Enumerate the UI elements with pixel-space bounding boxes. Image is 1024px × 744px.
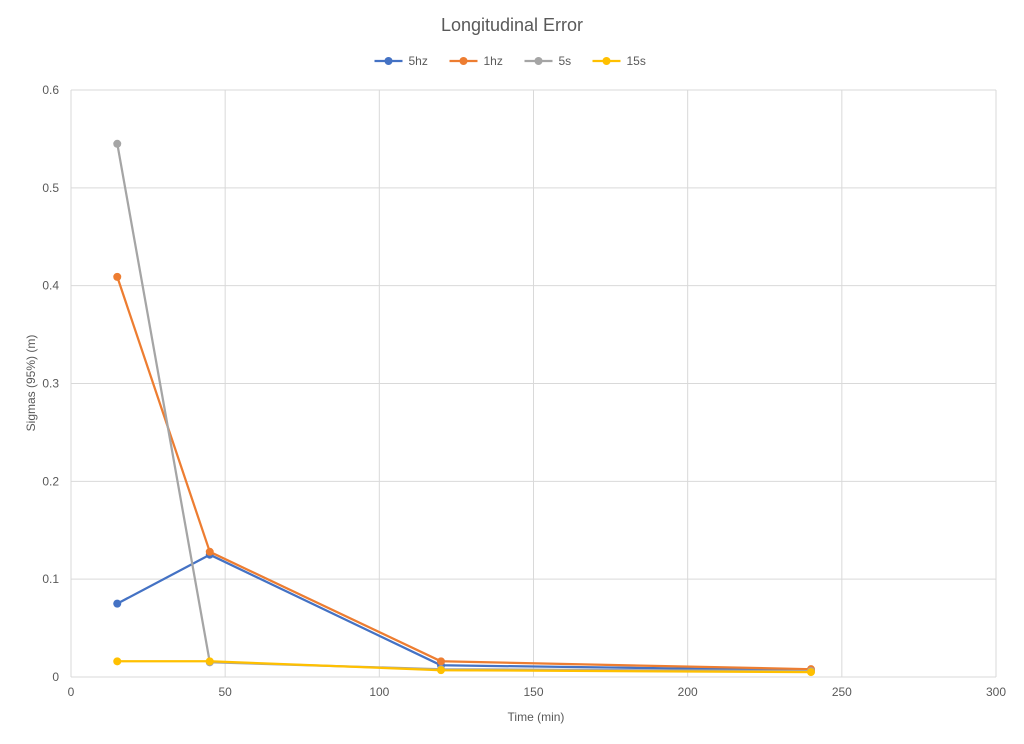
y-tick-label: 0.5: [42, 181, 59, 195]
series-1hz: [113, 272, 815, 674]
legend-label: 5hz: [409, 54, 428, 68]
data-point: [113, 599, 122, 608]
x-tick-label: 150: [523, 685, 543, 699]
x-tick-label: 200: [678, 685, 698, 699]
data-point: [205, 547, 214, 556]
legend-item-5s: 5s: [524, 54, 572, 68]
x-axis-title: Time (min): [508, 710, 565, 724]
data-point: [437, 666, 445, 675]
data-point: [113, 139, 122, 148]
series-line: [116, 276, 812, 671]
series-line: [116, 553, 812, 672]
legend-label: 15s: [627, 54, 646, 68]
legend-label: 5s: [559, 54, 572, 68]
data-point: [205, 657, 214, 666]
legend-label: 1hz: [484, 54, 503, 68]
data-point: [807, 668, 815, 677]
legend-item-15s: 15s: [592, 54, 646, 68]
y-tick-label: 0.6: [42, 83, 59, 97]
legend-swatch-marker: [602, 57, 611, 65]
series-group: [113, 139, 815, 677]
x-tick-label: 300: [986, 685, 1006, 699]
data-point: [113, 657, 122, 666]
x-tick-label: 100: [369, 685, 389, 699]
legend-item-5hz: 5hz: [374, 54, 428, 68]
legend-swatch-marker: [459, 57, 468, 65]
y-tick-label: 0: [52, 670, 59, 684]
legend-swatch-marker: [534, 57, 543, 65]
series-5s: [113, 139, 815, 676]
y-tick-label: 0.4: [42, 279, 59, 293]
x-tick-label: 0: [68, 685, 75, 699]
y-axis-title: Sigmas (95%) (m): [24, 335, 38, 432]
series-line: [116, 143, 812, 673]
series-5hz: [113, 550, 815, 675]
legend: 5hz 1hz 5s 15s: [374, 54, 646, 68]
legend-swatch-marker: [384, 57, 393, 65]
legend-item-1hz: 1hz: [449, 54, 503, 68]
x-tick-label: 250: [832, 685, 852, 699]
data-point: [437, 657, 445, 666]
y-tick-label: 0.3: [42, 377, 59, 391]
axes: 0 0.1 0.2 0.3 0.4 0.5 0.6 0 50 100 150 200 250 300: [42, 83, 1006, 699]
y-tick-label: 0.1: [42, 572, 59, 586]
chart-title: Longitudinal Error: [441, 15, 583, 35]
series-line: [117, 660, 812, 674]
gridlines: [70, 89, 997, 678]
data-point: [113, 272, 122, 281]
series-15s: [113, 657, 815, 677]
x-tick-label: 50: [218, 685, 232, 699]
y-tick-label: 0.2: [42, 474, 59, 488]
